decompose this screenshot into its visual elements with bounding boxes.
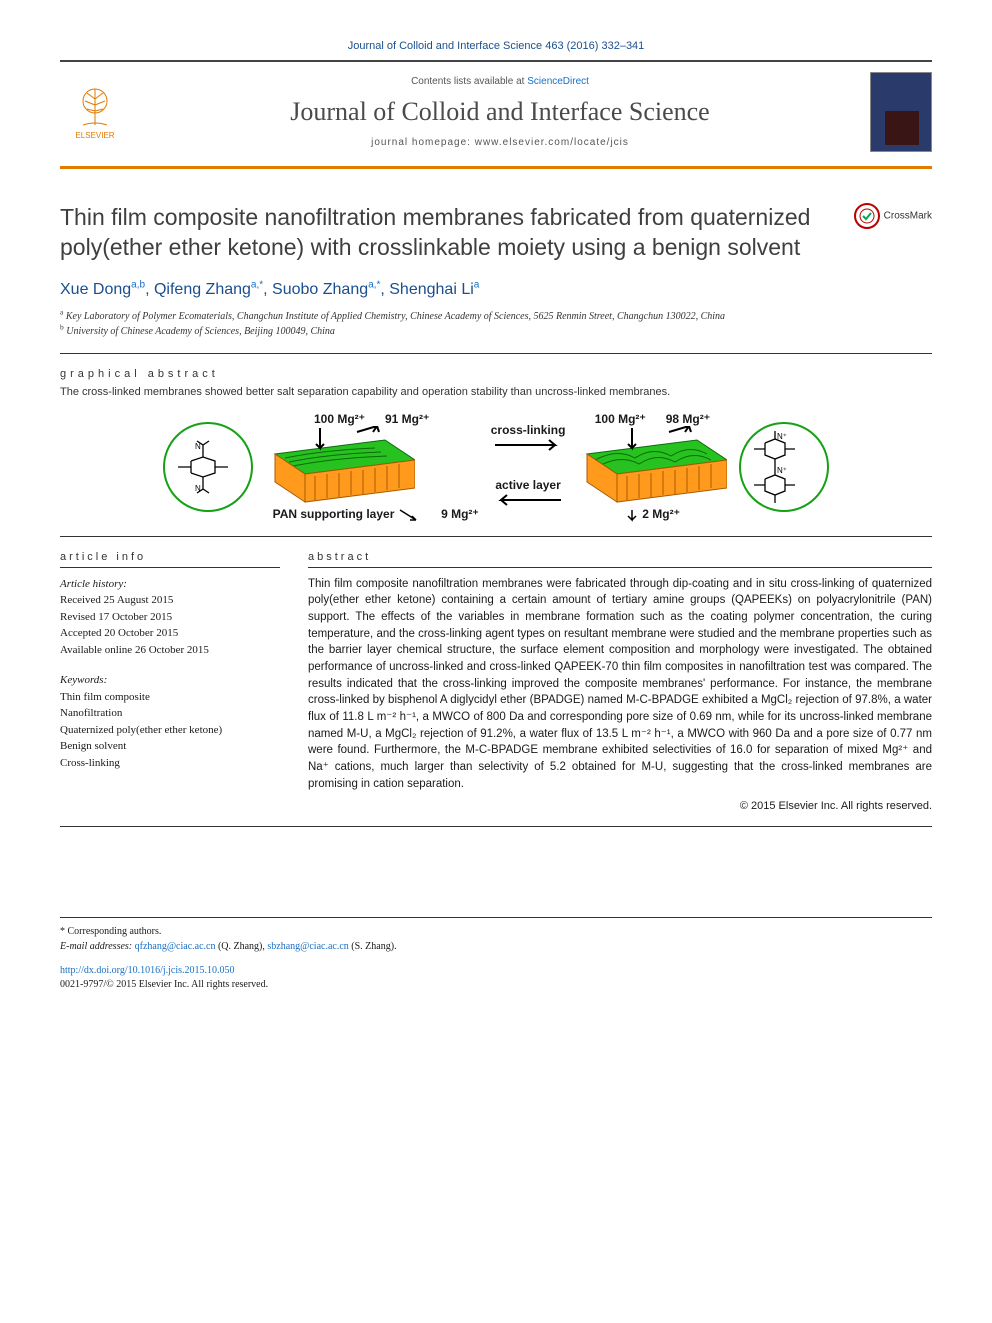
right-permeate-label: 2 Mg²⁺ (642, 507, 680, 521)
doi-link[interactable]: http://dx.doi.org/10.1016/j.jcis.2015.10… (60, 965, 235, 976)
history-line: Available online 26 October 2015 (60, 644, 209, 656)
graphical-abstract-figure: N N 100 Mg²⁺ 91 Mg²⁺ (60, 412, 932, 522)
membrane-left-icon (265, 426, 415, 504)
molecule-right: N⁺ N⁺ (739, 422, 829, 512)
publisher-name: ELSEVIER (75, 131, 114, 140)
author-list: Xue Donga,b, Qifeng Zhanga,*, Suobo Zhan… (60, 281, 932, 299)
crosslink-arrow-label: cross-linking (491, 423, 566, 437)
molecule-left: N N (163, 422, 253, 512)
author-email-who: (S. Zhang) (351, 941, 394, 952)
crossmark-widget[interactable]: CrossMark (842, 203, 932, 263)
footer-divider (60, 917, 932, 918)
contents-available: Contents lists available at ScienceDirec… (130, 76, 870, 87)
divider (60, 826, 932, 827)
keywords-block: Keywords: Thin film composite Nanofiltra… (60, 672, 280, 771)
doi-block: http://dx.doi.org/10.1016/j.jcis.2015.10… (60, 964, 932, 992)
divider (60, 353, 932, 354)
author-email-who: (Q. Zhang) (218, 941, 262, 952)
svg-text:N⁺: N⁺ (777, 466, 787, 475)
sciencedirect-link[interactable]: ScienceDirect (527, 76, 589, 87)
svg-text:N: N (195, 442, 201, 451)
left-feed-label: 100 Mg²⁺ (314, 412, 365, 426)
affiliation-a: Key Laboratory of Polymer Ecomaterials, … (66, 311, 725, 322)
corresponding-authors: * Corresponding authors. E-mail addresse… (60, 924, 932, 954)
keyword: Benign solvent (60, 740, 126, 752)
divider (308, 567, 932, 568)
history-line: Accepted 20 October 2015 (60, 627, 178, 639)
keyword: Thin film composite (60, 691, 150, 703)
elsevier-tree-icon (73, 85, 117, 129)
membrane-right-icon (577, 426, 727, 504)
keyword: Cross-linking (60, 757, 120, 769)
support-layer-label: PAN supporting layer (273, 507, 395, 521)
svg-text:N⁺: N⁺ (777, 432, 787, 441)
corresponding-label: * Corresponding authors. (60, 924, 932, 939)
copyright-line: © 2015 Elsevier Inc. All rights reserved… (308, 800, 932, 812)
crossmark-label: CrossMark (884, 211, 932, 222)
author-email-link[interactable]: sbzhang@ciac.ac.cn (267, 941, 348, 952)
keywords-label: Keywords: (60, 674, 107, 686)
graphical-abstract-heading: graphical abstract (60, 368, 932, 380)
affiliation-b: University of Chinese Academy of Science… (66, 326, 335, 337)
homepage-label: journal homepage: (371, 137, 475, 148)
history-line: Revised 17 October 2015 (60, 611, 172, 623)
crossmark-icon (854, 203, 880, 229)
email-label: E-mail addresses: (60, 941, 135, 952)
article-info-heading: article info (60, 551, 280, 563)
right-feed-label: 100 Mg²⁺ (595, 412, 646, 426)
journal-homepage: journal homepage: www.elsevier.com/locat… (130, 137, 870, 148)
article-history: Article history: Received 25 August 2015… (60, 576, 280, 659)
history-label: Article history: (60, 578, 127, 590)
abstract-text: Thin film composite nanofiltration membr… (308, 576, 932, 793)
graphical-abstract-caption: The cross-linked membranes showed better… (60, 386, 932, 398)
issn-line: 0021-9797/© 2015 Elsevier Inc. All right… (60, 979, 268, 990)
abstract-heading: abstract (308, 551, 932, 563)
homepage-url[interactable]: www.elsevier.com/locate/jcis (475, 137, 629, 148)
journal-banner: ELSEVIER Contents lists available at Sci… (60, 60, 932, 169)
author-email-link[interactable]: qfzhang@ciac.ac.cn (135, 941, 216, 952)
right-reject-label: 98 Mg²⁺ (666, 412, 710, 426)
left-reject-label: 91 Mg²⁺ (385, 412, 429, 426)
journal-name: Journal of Colloid and Interface Science (130, 97, 870, 127)
left-permeate-label: 9 Mg²⁺ (441, 507, 479, 521)
contents-prefix: Contents lists available at (411, 76, 527, 87)
affiliations: a Key Laboratory of Polymer Ecomaterials… (60, 309, 932, 339)
divider (60, 567, 280, 568)
keyword: Nanofiltration (60, 707, 122, 719)
keyword: Quaternized poly(ether ether ketone) (60, 724, 222, 736)
publisher-logo: ELSEVIER (60, 85, 130, 140)
journal-cover-thumb (870, 72, 932, 152)
active-layer-arrow-label: active layer (491, 478, 566, 492)
article-title: Thin film composite nanofiltration membr… (60, 203, 822, 263)
history-line: Received 25 August 2015 (60, 594, 173, 606)
journal-reference: Journal of Colloid and Interface Science… (60, 40, 932, 52)
divider (60, 536, 932, 537)
svg-text:N: N (195, 484, 201, 493)
